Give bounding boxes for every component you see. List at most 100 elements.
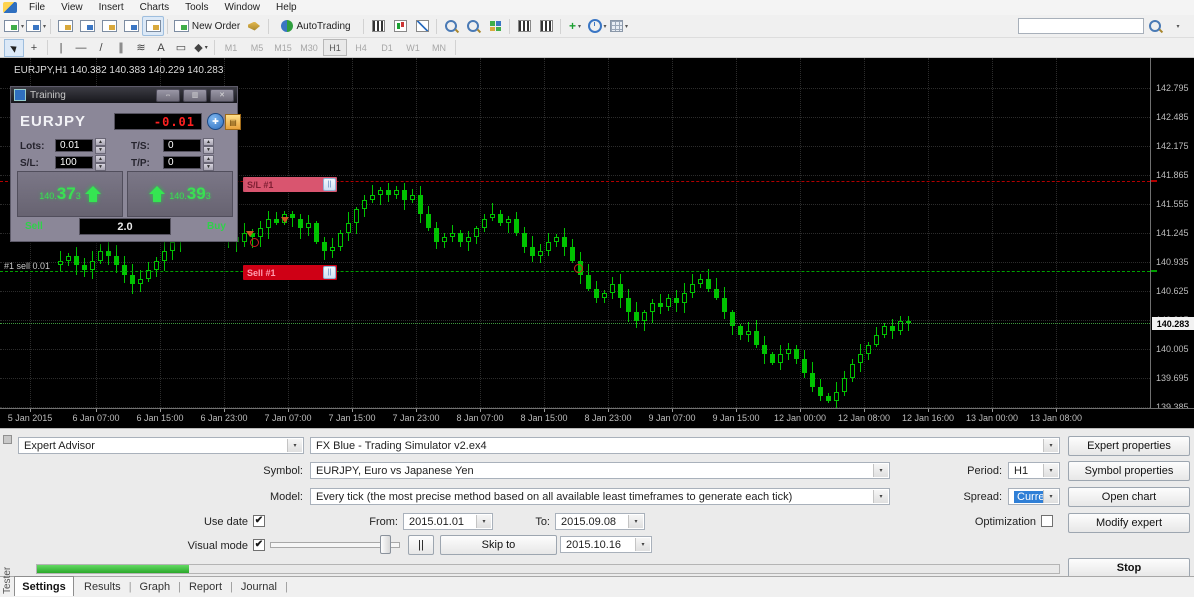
visual-speed-slider[interactable] (270, 542, 400, 548)
expert-properties-button[interactable]: Expert properties (1068, 436, 1190, 456)
panel-settings-button[interactable]: ✚ (207, 113, 224, 130)
time-axis[interactable]: 5 Jan 2015 6 Jan 07:00 6 Jan 15:00 6 Jan 23… (0, 408, 1194, 428)
trendline-tool-button[interactable]: / (99, 41, 103, 54)
market-watch-button[interactable] (54, 16, 76, 36)
vertical-line-tool-button[interactable]: | (59, 41, 63, 54)
panel-dock-button[interactable]: ▥ (183, 88, 207, 102)
line-chart-mode-button[interactable] (411, 16, 433, 36)
panel-restore-button[interactable]: ⇔ (156, 88, 180, 102)
take-profit-input[interactable]: 0 (163, 156, 201, 169)
menu-item-file[interactable]: File (29, 2, 46, 13)
strategy-tester-button[interactable] (142, 16, 165, 36)
menu-item-help[interactable]: Help (276, 2, 297, 13)
new-chart-button[interactable]: ▾ (3, 16, 25, 36)
chart-shift-button[interactable] (535, 16, 557, 36)
tile-windows-button[interactable] (484, 16, 506, 36)
search-button[interactable] (1144, 16, 1166, 36)
drag-handle-icon[interactable]: || (323, 266, 336, 279)
new-order-button[interactable]: New Order (171, 16, 243, 36)
search-options-button[interactable]: ▾ (1176, 23, 1180, 30)
timeframe-m5[interactable]: M5 (250, 42, 264, 53)
expert-advisors-button[interactable] (243, 16, 265, 36)
navigator-button[interactable] (98, 16, 120, 36)
symbol-properties-button[interactable]: Symbol properties (1068, 461, 1190, 481)
model-select[interactable]: Every tick (the most precise method base… (310, 488, 890, 505)
visual-mode-checkbox[interactable] (253, 539, 265, 551)
tab-graph[interactable]: Graph (139, 581, 171, 593)
zoom-out-button[interactable] (462, 16, 484, 36)
tester-pin-icon[interactable] (3, 435, 12, 444)
take-profit-stepper[interactable]: ▲ ▼ (203, 155, 214, 171)
stop-button[interactable]: Stop (1068, 558, 1190, 578)
price-axis[interactable]: 140.283 142.795 142.485 142.175 141.865 141.… (1150, 58, 1194, 428)
open-chart-button[interactable]: Open chart (1068, 487, 1190, 507)
period-select[interactable]: H1 ▾ (1008, 462, 1060, 479)
sell-order-tag[interactable]: Sell #1 || (243, 265, 337, 280)
autotrading-button[interactable]: AutoTrading (272, 16, 360, 36)
profiles-button[interactable]: ▾ (25, 16, 47, 36)
bar-chart-mode-button[interactable] (367, 16, 389, 36)
crosshair-tool-button[interactable]: + (30, 41, 38, 54)
optimization-checkbox[interactable] (1041, 515, 1053, 527)
to-date-select[interactable]: 2015.09.08 ▾ (555, 513, 645, 530)
from-date-select[interactable]: 2015.01.01 ▾ (403, 513, 493, 530)
lots-input[interactable]: 0.01 (55, 139, 93, 152)
spread-select[interactable]: Current ▾ (1008, 488, 1060, 505)
symbol-select[interactable]: EURJPY, Euro vs Japanese Yen ▾ (310, 462, 890, 479)
tab-report[interactable]: Report (188, 581, 223, 593)
modify-expert-button[interactable]: Modify expert (1068, 513, 1190, 533)
training-panel-window[interactable]: Training ⇔ ▥ ✕ EURJPY -0.01 ✚ ▤ Lots: 0.… (10, 86, 241, 242)
trailing-stop-stepper[interactable]: ▲ ▼ (203, 138, 214, 154)
tab-results[interactable]: Results (84, 581, 121, 593)
timeframe-m30[interactable]: M30 (300, 42, 318, 53)
text-tool-button[interactable]: A (157, 41, 165, 54)
timeframe-h4[interactable]: H4 (355, 42, 367, 53)
sell-button[interactable]: 140.373 (17, 171, 123, 217)
pause-button[interactable]: || (408, 535, 434, 555)
panel-journal-button[interactable]: ▤ (225, 114, 241, 130)
chart-window[interactable]: EURJPY,H1 140.382 140.383 140.229 140.28… (0, 58, 1194, 428)
timeframe-d1[interactable]: D1 (381, 42, 393, 53)
skip-to-button[interactable]: Skip to (440, 535, 557, 555)
periods-button[interactable]: ▾ (586, 16, 608, 36)
stop-loss-tag[interactable]: S/L #1 || (243, 177, 337, 192)
templates-button[interactable]: ▾ (608, 16, 630, 36)
visual-speed-slider-handle[interactable] (380, 535, 391, 554)
horizontal-line-tool-button[interactable]: — (75, 41, 87, 54)
menu-item-window[interactable]: Window (224, 2, 261, 13)
data-window-button[interactable] (76, 16, 98, 36)
arrows-tool-button[interactable]: ◆ ▾ (194, 42, 208, 54)
buy-button[interactable]: 140.393 (127, 171, 233, 217)
panel-close-button[interactable]: ✕ (210, 88, 234, 102)
zoom-in-button[interactable] (440, 16, 462, 36)
tab-journal[interactable]: Journal (240, 581, 277, 593)
training-panel-titlebar[interactable]: Training ⇔ ▥ ✕ (11, 87, 237, 103)
search-input[interactable] (1018, 18, 1144, 34)
menu-item-tools[interactable]: Tools (185, 2, 209, 13)
ea-type-select[interactable]: Expert Advisor ▾ (18, 437, 304, 454)
channel-tool-button[interactable]: ∥ (118, 42, 124, 54)
timeframe-m1[interactable]: M1 (224, 42, 238, 53)
timeframe-m15[interactable]: M15 (274, 42, 292, 53)
menu-item-view[interactable]: View (61, 2, 83, 13)
menu-item-insert[interactable]: Insert (98, 2, 124, 13)
stop-loss-input[interactable]: 100 (55, 156, 93, 169)
trailing-stop-input[interactable]: 0 (163, 139, 201, 152)
ea-name-select[interactable]: FX Blue - Trading Simulator v2.ex4 ▾ (310, 437, 1060, 454)
drag-handle-icon[interactable]: || (323, 178, 336, 191)
terminal-button[interactable] (120, 16, 142, 36)
stop-loss-line[interactable] (0, 181, 1150, 182)
stop-loss-stepper[interactable]: ▲ ▼ (95, 155, 106, 171)
candlestick-mode-button[interactable] (389, 16, 411, 36)
fibonacci-tool-button[interactable]: ≋ (136, 42, 146, 54)
skip-date-select[interactable]: 2015.10.16 ▾ (560, 536, 652, 553)
tab-settings[interactable]: Settings (14, 576, 74, 596)
lots-stepper[interactable]: ▲ ▼ (95, 138, 106, 154)
chart-plot-area[interactable] (0, 58, 1150, 408)
text-label-tool-button[interactable]: ▭ (175, 42, 187, 54)
indicators-button[interactable]: + ▾ (569, 19, 582, 33)
timeframe-h1[interactable]: H1 (323, 39, 347, 56)
menu-item-charts[interactable]: Charts (139, 2, 170, 13)
timeframe-mn[interactable]: MN (432, 42, 446, 53)
cursor-tool-button[interactable] (4, 38, 24, 57)
